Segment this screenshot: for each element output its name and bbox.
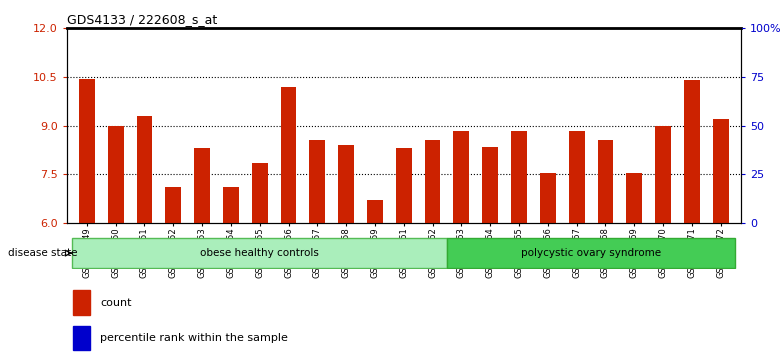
Bar <box>684 213 700 223</box>
Bar <box>482 147 498 223</box>
FancyBboxPatch shape <box>72 238 447 268</box>
Bar <box>165 213 181 223</box>
Bar <box>281 213 296 223</box>
Bar <box>425 140 441 223</box>
Bar <box>223 213 239 223</box>
Bar <box>396 213 412 223</box>
Bar <box>655 126 671 223</box>
Bar <box>194 213 210 223</box>
Bar <box>310 213 325 223</box>
Bar <box>453 213 470 223</box>
Text: disease state: disease state <box>8 248 78 258</box>
Bar <box>540 173 556 223</box>
Bar <box>79 213 95 223</box>
Bar <box>713 119 728 223</box>
Bar <box>511 213 527 223</box>
Bar <box>626 173 642 223</box>
Bar <box>568 131 585 223</box>
Bar <box>713 213 728 223</box>
Text: obese healthy controls: obese healthy controls <box>200 248 319 258</box>
Bar <box>655 213 671 223</box>
Bar <box>626 213 642 223</box>
Bar <box>136 213 152 223</box>
Bar <box>252 163 267 223</box>
Bar <box>453 131 470 223</box>
FancyBboxPatch shape <box>447 238 735 268</box>
Bar <box>338 145 354 223</box>
Bar <box>338 213 354 223</box>
Text: count: count <box>100 298 132 308</box>
Bar <box>511 131 527 223</box>
Text: polycystic ovary syndrome: polycystic ovary syndrome <box>521 248 661 258</box>
Bar <box>540 213 556 223</box>
Bar <box>136 116 152 223</box>
Bar <box>74 290 90 315</box>
Bar <box>367 200 383 223</box>
Bar <box>107 213 124 223</box>
Bar <box>597 213 613 223</box>
Bar <box>79 79 95 223</box>
Bar <box>74 326 90 350</box>
Bar <box>194 148 210 223</box>
Bar <box>425 213 441 223</box>
Bar <box>223 187 239 223</box>
Bar <box>281 87 296 223</box>
Bar <box>107 126 124 223</box>
Text: GDS4133 / 222608_s_at: GDS4133 / 222608_s_at <box>67 13 217 26</box>
Bar <box>482 213 498 223</box>
Bar <box>568 213 585 223</box>
Bar <box>310 140 325 223</box>
Bar <box>367 213 383 223</box>
Bar <box>396 148 412 223</box>
Bar <box>165 187 181 223</box>
Bar <box>252 213 267 223</box>
Bar <box>684 80 700 223</box>
Bar <box>597 140 613 223</box>
Text: percentile rank within the sample: percentile rank within the sample <box>100 333 289 343</box>
